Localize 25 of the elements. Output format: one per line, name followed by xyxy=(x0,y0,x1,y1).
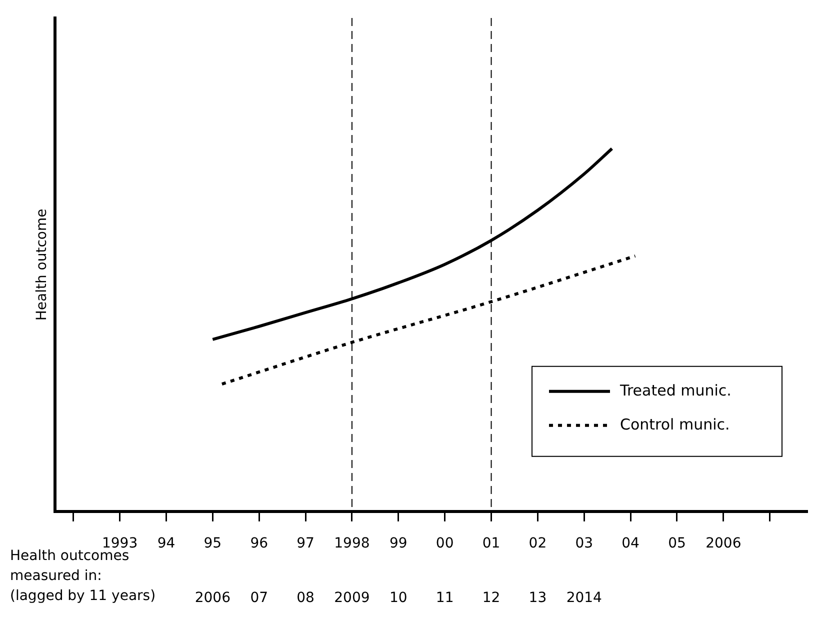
x-tick-label: 04 xyxy=(622,535,640,552)
x2-tick-label: 08 xyxy=(296,590,314,606)
x-tick-label: 94 xyxy=(157,535,176,552)
x-tick-label: 05 xyxy=(668,535,686,552)
x2-tick-label: 10 xyxy=(389,590,408,606)
x-tick-label: 99 xyxy=(389,535,408,552)
x2-tick-label: 11 xyxy=(436,590,454,606)
x-tick-label: 01 xyxy=(482,535,500,552)
x2-tick-label: 2009 xyxy=(334,590,370,606)
x-tick-label: 95 xyxy=(204,535,222,552)
x-tick-label: 2006 xyxy=(706,535,742,552)
x-tick-label: 02 xyxy=(528,535,547,552)
x-tick-label: 03 xyxy=(575,535,594,552)
x2-tick-label: 2006 xyxy=(194,590,231,606)
x2-tick-label: 12 xyxy=(482,590,500,606)
x2-tick-label: 2014 xyxy=(566,590,602,606)
x2-tick-label: 07 xyxy=(250,590,268,606)
x-tick-label: 96 xyxy=(250,535,268,552)
y-axis-title: Health outcome xyxy=(34,208,50,321)
legend-label: Treated munic. xyxy=(619,381,732,400)
x2-tick-label: 13 xyxy=(528,590,547,606)
x-tick-label: 97 xyxy=(296,535,314,552)
legend-label: Control munic. xyxy=(620,415,730,434)
x-tick-label: 1998 xyxy=(334,535,370,552)
x-tick-label: 00 xyxy=(436,535,454,552)
